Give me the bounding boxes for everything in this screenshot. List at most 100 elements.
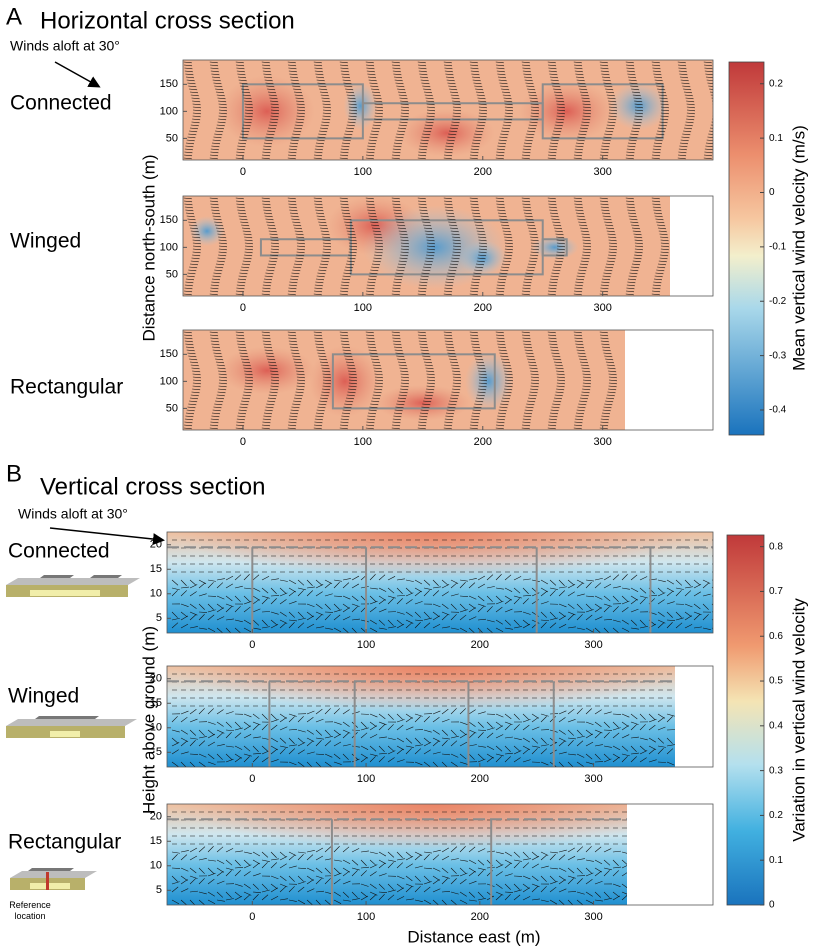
heatmap (167, 532, 713, 633)
panel-letter: A (6, 3, 22, 30)
y-tick-label: 150 (160, 214, 178, 226)
wind-vectors (417, 197, 436, 296)
wind-vectors (703, 61, 713, 160)
wind-vectors (261, 197, 280, 296)
wind-vectors (365, 197, 384, 296)
heatmap (167, 804, 627, 905)
wind-vectors (171, 732, 673, 744)
wind-vectors (443, 331, 462, 430)
wind-vectors (171, 748, 674, 760)
wind-vectors (443, 61, 462, 160)
heatmap (183, 60, 713, 160)
wind-vectors (235, 331, 254, 430)
field-blob (308, 345, 381, 418)
wind-vectors (171, 724, 675, 736)
wind-vectors (573, 61, 592, 160)
x-tick-label: 100 (354, 436, 372, 448)
subplot-label: Rectangular (8, 831, 121, 854)
colorbar-tick-label: 0.1 (769, 855, 783, 866)
wind-vectors (495, 197, 514, 296)
field-blob (174, 804, 627, 849)
colorbar (726, 534, 765, 906)
colorbar-tick-label: 0.3 (769, 765, 783, 776)
wind-vectors (547, 61, 566, 160)
y-tick-label: 5 (156, 746, 162, 758)
wind-vectors (287, 197, 306, 296)
wind-vectors (171, 846, 627, 858)
field-blob (518, 81, 615, 142)
reference-note: Reference location (9, 900, 51, 921)
wind-vectors (183, 331, 202, 430)
panel-letter: B (6, 460, 22, 487)
wind-vectors (261, 331, 280, 430)
wind-vectors (339, 61, 358, 160)
y-tick-label: 100 (160, 105, 178, 117)
wind-vectors (469, 331, 488, 430)
subplot-label: Connected (10, 92, 112, 115)
colorbar-tick-label: 0 (769, 187, 775, 198)
wind-vectors (391, 331, 410, 430)
x-tick-label: 300 (584, 773, 602, 785)
field-blob (608, 81, 669, 130)
heatmap (183, 330, 625, 430)
subplot-label: Winged (10, 230, 81, 253)
y-tick-label: 5 (156, 884, 162, 896)
x-tick-label: 100 (357, 911, 375, 923)
wind-vectors (171, 606, 713, 618)
building-outline (331, 353, 496, 410)
wind-vectors (313, 61, 332, 160)
wind-vectors (469, 197, 488, 296)
wind-arrow (54, 61, 101, 88)
wind-vectors (521, 197, 540, 296)
wind-vectors (573, 197, 592, 296)
building-insets (6, 575, 140, 890)
plot-frame (182, 195, 714, 297)
plot-frame (166, 531, 714, 634)
y-tick-label: 50 (166, 402, 178, 414)
wind-vectors (313, 331, 332, 430)
wind-vectors (625, 61, 644, 160)
building-outline (541, 83, 664, 140)
panel-title: Horizontal cross section (40, 7, 295, 34)
wind-vectors (287, 331, 306, 430)
field-blob (464, 351, 513, 412)
wind-vectors (443, 197, 462, 296)
y-tick-label: 100 (160, 375, 178, 387)
plot-frame (166, 665, 714, 768)
wind-vectors (171, 894, 627, 905)
x-tick-label: 300 (594, 302, 612, 314)
x-axis-label: Distance east (m) (407, 927, 540, 946)
wind-vectors (521, 331, 540, 430)
colorbar-tick-label: -0.2 (769, 296, 787, 307)
wind-vectors (417, 331, 436, 430)
colorbar-tick-label: 0.4 (769, 720, 783, 731)
x-tick-label: 100 (354, 166, 372, 178)
plot-frame (182, 59, 714, 161)
plot-frame (166, 803, 714, 906)
y-tick-label: 100 (160, 241, 178, 253)
x-tick-label: 200 (471, 911, 489, 923)
colorbar (728, 61, 765, 436)
y-tick-label: 150 (160, 348, 178, 360)
wind-vectors (625, 197, 644, 296)
wind-vectors (235, 61, 254, 160)
colorbar-tick-label: 0.8 (769, 541, 783, 552)
y-tick-label: 5 (156, 612, 162, 624)
heatmap (183, 196, 670, 296)
wind-vectors (171, 598, 713, 610)
colorbar-tick-label: 0.5 (769, 676, 783, 687)
field-blob (398, 108, 495, 157)
x-tick-label: 100 (354, 302, 372, 314)
wind-vectors (171, 716, 673, 728)
wind-vectors (651, 197, 670, 296)
wind-vectors (209, 331, 228, 430)
x-tick-label: 0 (240, 436, 246, 448)
wind-vectors (391, 61, 410, 160)
wind-arrow (49, 527, 165, 546)
wind-vectors (171, 622, 713, 633)
colorbar-tick-label: -0.4 (769, 405, 787, 416)
y-tick-label: 20 (150, 811, 162, 823)
colorbar-label: Variation in vertical wind velocity (789, 598, 808, 842)
x-tick-label: 0 (240, 302, 246, 314)
